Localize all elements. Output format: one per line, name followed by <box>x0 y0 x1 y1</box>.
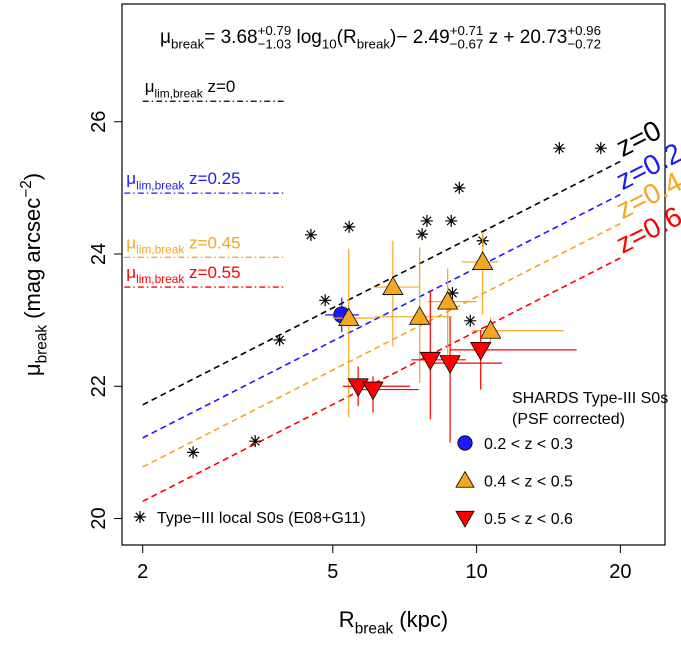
point <box>479 319 502 339</box>
point <box>594 142 607 155</box>
point <box>343 220 356 233</box>
limit-label: μ lim,break z=0.45 <box>126 233 240 256</box>
legend-label: 0.5 < z < 0.6 <box>484 511 573 528</box>
legend-marker <box>134 511 146 523</box>
limit-label: μ lim,break z=0.55 <box>126 263 240 286</box>
point <box>472 251 494 270</box>
formula-part: 10 <box>322 37 337 52</box>
formula: μ break = 3.68 +0.79−1.03 log 10 (R break)− 2.… <box>160 23 601 52</box>
point <box>347 378 369 398</box>
formula-part: log <box>291 27 322 48</box>
limit-label-part: lim,break <box>136 272 184 286</box>
legend-marker <box>457 435 473 451</box>
legend-marker <box>455 510 475 528</box>
limit-label-part: z=0.25 <box>184 169 240 188</box>
point <box>304 228 317 241</box>
x-axis-label-part: break <box>355 621 394 638</box>
limit-label-part: μ <box>126 263 136 282</box>
limit-label-part: lim,break <box>136 242 184 256</box>
legend-title: SHARDS Type-III S0s <box>512 390 668 407</box>
legend-title: (PSF corrected) <box>512 411 625 428</box>
point <box>553 142 566 155</box>
fit-line <box>142 222 621 468</box>
y-axis-label-part: −2 <box>18 180 35 198</box>
limit-label: μ lim,break z=0.25 <box>126 169 240 192</box>
point <box>382 276 404 295</box>
x-tick-label: 20 <box>609 561 631 583</box>
formula-part: μ <box>160 27 171 48</box>
x-axis-label-part: R <box>339 607 355 632</box>
x-tick-label: 5 <box>327 561 338 583</box>
fit-line <box>142 257 621 503</box>
point <box>470 341 492 361</box>
fit-line <box>142 160 621 406</box>
legend-label: 0.4 < z < 0.5 <box>484 474 573 491</box>
x-tick-label: 10 <box>465 561 487 583</box>
point <box>249 435 262 448</box>
formula-part: break <box>357 37 391 52</box>
legend-label: 0.2 < z < 0.3 <box>484 436 573 453</box>
formula-part: (R <box>337 27 357 48</box>
formula-part: +0.79 <box>258 23 292 38</box>
point <box>416 228 429 241</box>
y-axis-label-part: (mag arcsec <box>20 198 45 325</box>
y-tick-label: 22 <box>88 375 110 397</box>
limit-label-part: z=0 <box>203 77 236 96</box>
formula-part: +0.96 <box>567 23 601 38</box>
formula-part: −0.72 <box>567 37 601 52</box>
limit-label: μ lim,break z=0 <box>145 77 236 100</box>
plot-frame <box>121 3 666 546</box>
point <box>453 181 466 194</box>
point <box>437 290 459 310</box>
point <box>408 306 431 325</box>
x-tick-label: 2 <box>137 561 148 583</box>
y-axis-label-part: μ <box>20 363 45 376</box>
y-axis-label-part: ) <box>20 173 45 180</box>
y-tick-label: 24 <box>88 243 110 265</box>
point <box>439 355 461 374</box>
limit-label-part: lim,break <box>136 178 184 192</box>
point <box>464 314 477 327</box>
formula-part: −1.03 <box>258 37 292 52</box>
legend-marker <box>455 470 475 488</box>
legend-label: Type−III local S0s (E08+G11) <box>157 510 366 527</box>
point <box>319 294 332 307</box>
formula-part: +0.71 <box>450 23 484 38</box>
limit-label-part: lim,break <box>155 86 203 100</box>
point <box>445 214 458 227</box>
x-axis-label-part: (kpc) <box>393 607 448 632</box>
formula-part: −0.67 <box>450 37 484 52</box>
formula-part: )− 2.49 <box>390 27 450 48</box>
limit-label-part: μ <box>145 77 155 96</box>
point <box>419 351 441 371</box>
point <box>446 287 459 300</box>
point <box>420 214 433 227</box>
point <box>273 333 286 346</box>
limit-label-part: z=0.55 <box>184 263 240 282</box>
y-axis-label-part: break <box>34 325 51 364</box>
formula-part: break <box>171 37 205 52</box>
limit-label-part: z=0.45 <box>184 233 240 252</box>
formula-part: = 3.68 <box>204 27 257 48</box>
limit-label-part: μ <box>126 233 136 252</box>
limit-label-part: μ <box>126 169 136 188</box>
point <box>338 307 360 327</box>
y-tick-label: 26 <box>88 111 110 133</box>
y-tick-label: 20 <box>88 507 110 529</box>
point <box>187 446 200 459</box>
formula-part: z + 20.73 <box>483 27 567 48</box>
point <box>362 381 384 401</box>
